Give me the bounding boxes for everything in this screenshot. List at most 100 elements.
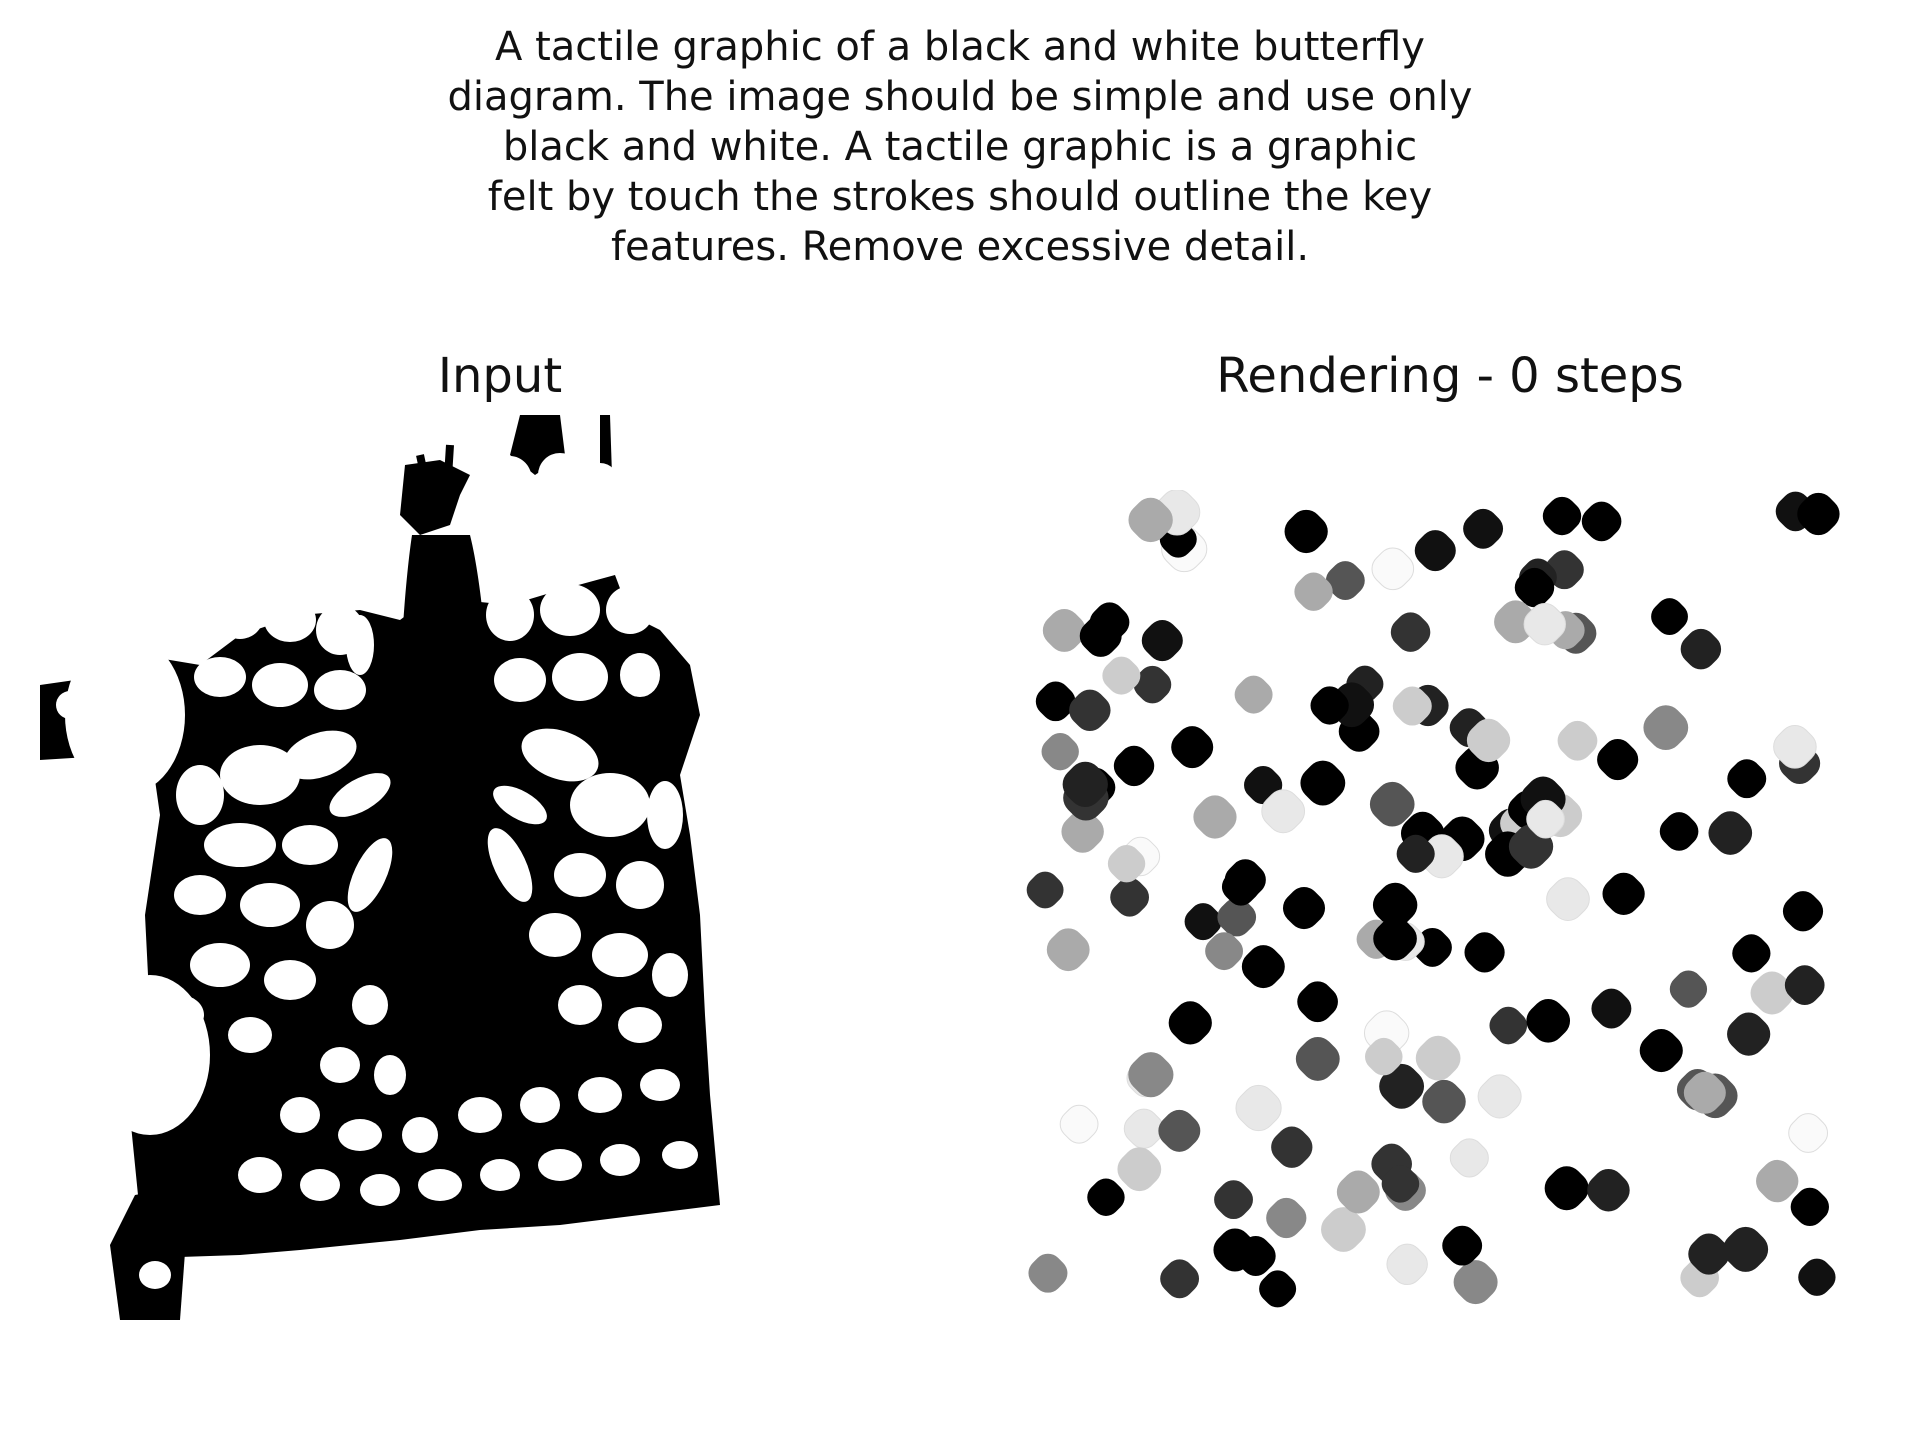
- render-stroke-blob: [1117, 1147, 1162, 1192]
- render-stroke-blob: [1123, 1108, 1164, 1149]
- render-stroke-blob: [1046, 928, 1090, 972]
- render-stroke-blob: [1336, 1170, 1380, 1214]
- render-stroke-blob: [1271, 1126, 1313, 1168]
- render-stroke-blob: [1213, 1228, 1257, 1272]
- render-stroke-blob: [1214, 1180, 1253, 1220]
- render-stroke-blob: [1727, 1012, 1771, 1056]
- render-stroke-blob: [1171, 726, 1214, 769]
- render-stroke-blob: [1113, 745, 1155, 787]
- render-stroke-blob: [1059, 1104, 1099, 1144]
- render-stroke-blob: [1062, 761, 1108, 808]
- render-stroke-blob: [1782, 891, 1824, 932]
- render-stroke-blob: [1390, 612, 1431, 652]
- caption-line-1: A tactile graphic of a black and white b…: [495, 24, 1425, 70]
- butterfly-body: [398, 444, 491, 1055]
- render-stroke-blob: [1321, 1207, 1366, 1252]
- render-stroke-blob: [1489, 1006, 1528, 1045]
- render-stroke-blob: [1241, 945, 1285, 989]
- render-stroke-blob: [1449, 1138, 1489, 1178]
- render-stroke-blob: [1133, 665, 1172, 704]
- render-stroke-blob: [1727, 759, 1767, 799]
- render-stroke-blob: [1463, 508, 1504, 549]
- render-stroke-blob: [1643, 705, 1689, 751]
- render-stroke-blob: [1750, 971, 1794, 1015]
- render-stroke-blob: [1581, 501, 1622, 542]
- render-stroke-blob: [1597, 738, 1639, 781]
- render-stroke-blob: [1381, 1165, 1420, 1203]
- input-butterfly-image: [40, 415, 720, 1320]
- render-stroke-blob: [1659, 812, 1699, 851]
- render-stroke-blob: [1235, 1084, 1282, 1132]
- caption-line-3: black and white. A tactile graphic is a …: [502, 124, 1418, 170]
- render-stroke-blob: [1680, 628, 1722, 670]
- render-stroke-blob: [1261, 789, 1306, 834]
- render-stroke-blob: [1442, 1225, 1483, 1266]
- render-stroke-blob: [1028, 1253, 1068, 1293]
- render-stroke-blob: [1168, 1001, 1212, 1045]
- render-stroke-blob: [1234, 675, 1273, 714]
- render-stroke-blob: [1477, 1074, 1522, 1119]
- render-stroke-blob: [1464, 932, 1505, 973]
- input-panel-title: Input: [437, 348, 563, 404]
- render-stroke-blob: [1798, 1258, 1836, 1296]
- render-stroke-blob: [1141, 620, 1183, 662]
- render-stroke-blob: [1544, 1166, 1589, 1211]
- torn-white-patches: [40, 635, 210, 1200]
- render-stroke-blob: [1371, 547, 1415, 591]
- render-stroke-blob: [1466, 718, 1511, 763]
- render-stroke-blob: [1422, 1079, 1466, 1124]
- render-stroke-blob: [1107, 844, 1146, 883]
- caption-line-5: features. Remove excessive detail.: [610, 224, 1310, 270]
- render-stroke-blob: [1300, 760, 1346, 806]
- render-stroke-blob: [1294, 572, 1333, 611]
- render-stroke-blob: [1205, 932, 1244, 971]
- render-stroke-blob: [1221, 867, 1260, 906]
- render-stroke-blob: [1639, 1029, 1683, 1073]
- render-stroke-blob: [1282, 887, 1326, 930]
- render-stroke-blob: [1591, 988, 1632, 1029]
- render-stroke-blob: [1379, 1063, 1425, 1109]
- render-stroke-blob: [1193, 795, 1237, 839]
- render-stroke-blob: [1365, 1037, 1403, 1076]
- render-stroke-blob: [1651, 598, 1688, 635]
- caption-line-2: diagram. The image should be simple and …: [447, 74, 1473, 120]
- render-stroke-blob: [1266, 1197, 1307, 1239]
- render-stroke-blob: [1325, 561, 1365, 600]
- render-stroke-blob: [1669, 970, 1708, 1008]
- render-stroke-blob: [1184, 903, 1222, 941]
- render-stroke-blob: [1414, 530, 1456, 572]
- render-stroke-blob: [1587, 1168, 1630, 1212]
- render-stroke-blob: [1259, 1270, 1297, 1308]
- render-stroke-blob: [1110, 877, 1150, 917]
- render-stroke-blob: [1041, 732, 1079, 771]
- rendering-canvas: [1026, 490, 1840, 1308]
- render-stroke-blob: [1102, 656, 1141, 695]
- render-stroke-blob: [1372, 882, 1418, 928]
- render-stroke-blob: [1061, 810, 1104, 853]
- render-stroke-blob: [1128, 497, 1173, 543]
- render-stroke-blob: [1158, 1109, 1201, 1152]
- render-stroke-blob: [1160, 1259, 1200, 1299]
- render-stroke-blob: [1297, 981, 1338, 1023]
- render-stroke-blob: [1026, 871, 1064, 909]
- render-stroke-blob: [1526, 799, 1565, 839]
- render-stroke-blob: [1392, 686, 1432, 726]
- render-stroke-blob: [1069, 689, 1111, 732]
- render-stroke-blob: [1773, 725, 1817, 769]
- render-stroke-blob: [1542, 496, 1582, 536]
- rendering-panel-title: Rendering - 0 steps: [1216, 348, 1684, 404]
- render-stroke-blob: [1756, 1159, 1799, 1203]
- wing-cells: [56, 453, 698, 1289]
- caption-line-4: felt by touch the strokes should outline…: [487, 174, 1433, 220]
- render-stroke-blob: [1128, 1052, 1174, 1098]
- render-stroke-blob: [1797, 492, 1840, 536]
- render-stroke-blob: [1310, 686, 1349, 725]
- render-stroke-blob: [1042, 609, 1086, 652]
- render-stroke-blob: [1723, 1226, 1769, 1272]
- render-stroke-blob: [1784, 965, 1825, 1006]
- render-stroke-blob: [1557, 720, 1598, 761]
- render-stroke-blob: [1396, 834, 1435, 873]
- prompt-caption: A tactile graphic of a black and white b…: [360, 22, 1560, 272]
- render-stroke-blob: [1688, 1233, 1730, 1275]
- render-stroke-blob: [1732, 934, 1771, 973]
